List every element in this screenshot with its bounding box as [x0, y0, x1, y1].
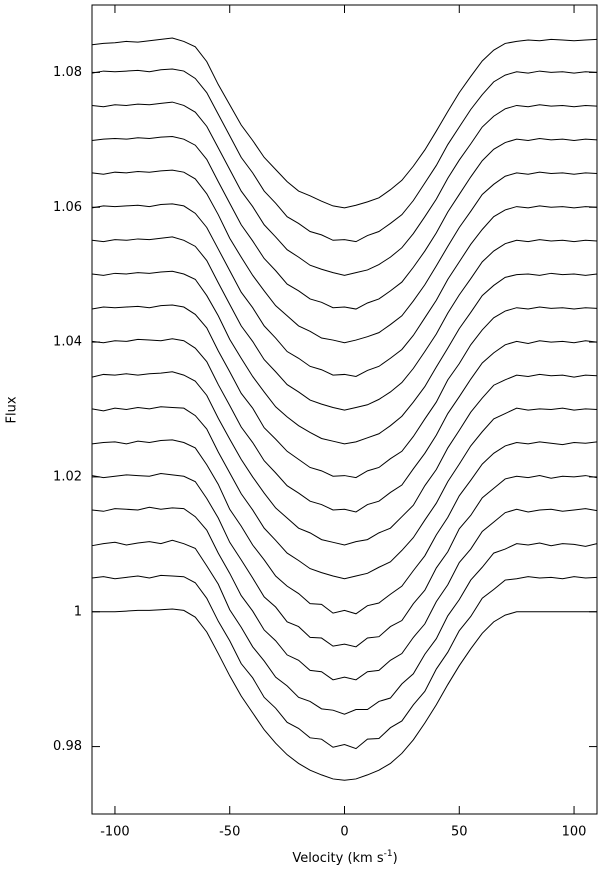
profile-line [91, 371, 598, 546]
x-tick-label: 50 [451, 825, 468, 840]
profile-line [91, 203, 598, 377]
profile-line [91, 270, 598, 445]
profile-line [91, 506, 598, 681]
y-tick-label: 1.02 [53, 469, 82, 484]
profile-line [91, 68, 598, 243]
x-tick-label: 100 [562, 825, 587, 840]
plot-frame [91, 4, 598, 815]
x-axis-label: Velocity (km s-1) [292, 849, 397, 866]
profile-line [91, 539, 598, 715]
profile-line [91, 236, 598, 411]
profile-line [91, 406, 598, 580]
profile-line [91, 169, 598, 344]
profile-line [91, 304, 598, 479]
y-axis-label: Flux [5, 396, 20, 423]
x-label-main: Velocity (km s [292, 851, 384, 866]
x-label-sup: -1 [384, 849, 393, 859]
y-tick-label: 1 [74, 604, 82, 619]
profile-line [91, 37, 598, 209]
x-label-end: ) [393, 851, 398, 866]
profile-line [91, 574, 598, 750]
profile-line [91, 473, 598, 648]
profile-line [91, 135, 598, 310]
x-tick-label: -100 [100, 825, 130, 840]
y-tick-label: 1.06 [53, 200, 82, 215]
y-tick-label: 1.08 [53, 65, 82, 80]
profile-line [92, 608, 597, 781]
profile-line [91, 101, 598, 276]
profile-line [91, 439, 598, 615]
profile-line [91, 338, 598, 513]
y-tick-label: 0.98 [53, 739, 82, 754]
x-tick-label: 0 [340, 825, 348, 840]
y-tick-label: 1.04 [53, 335, 82, 350]
x-tick-label: -50 [219, 825, 240, 840]
